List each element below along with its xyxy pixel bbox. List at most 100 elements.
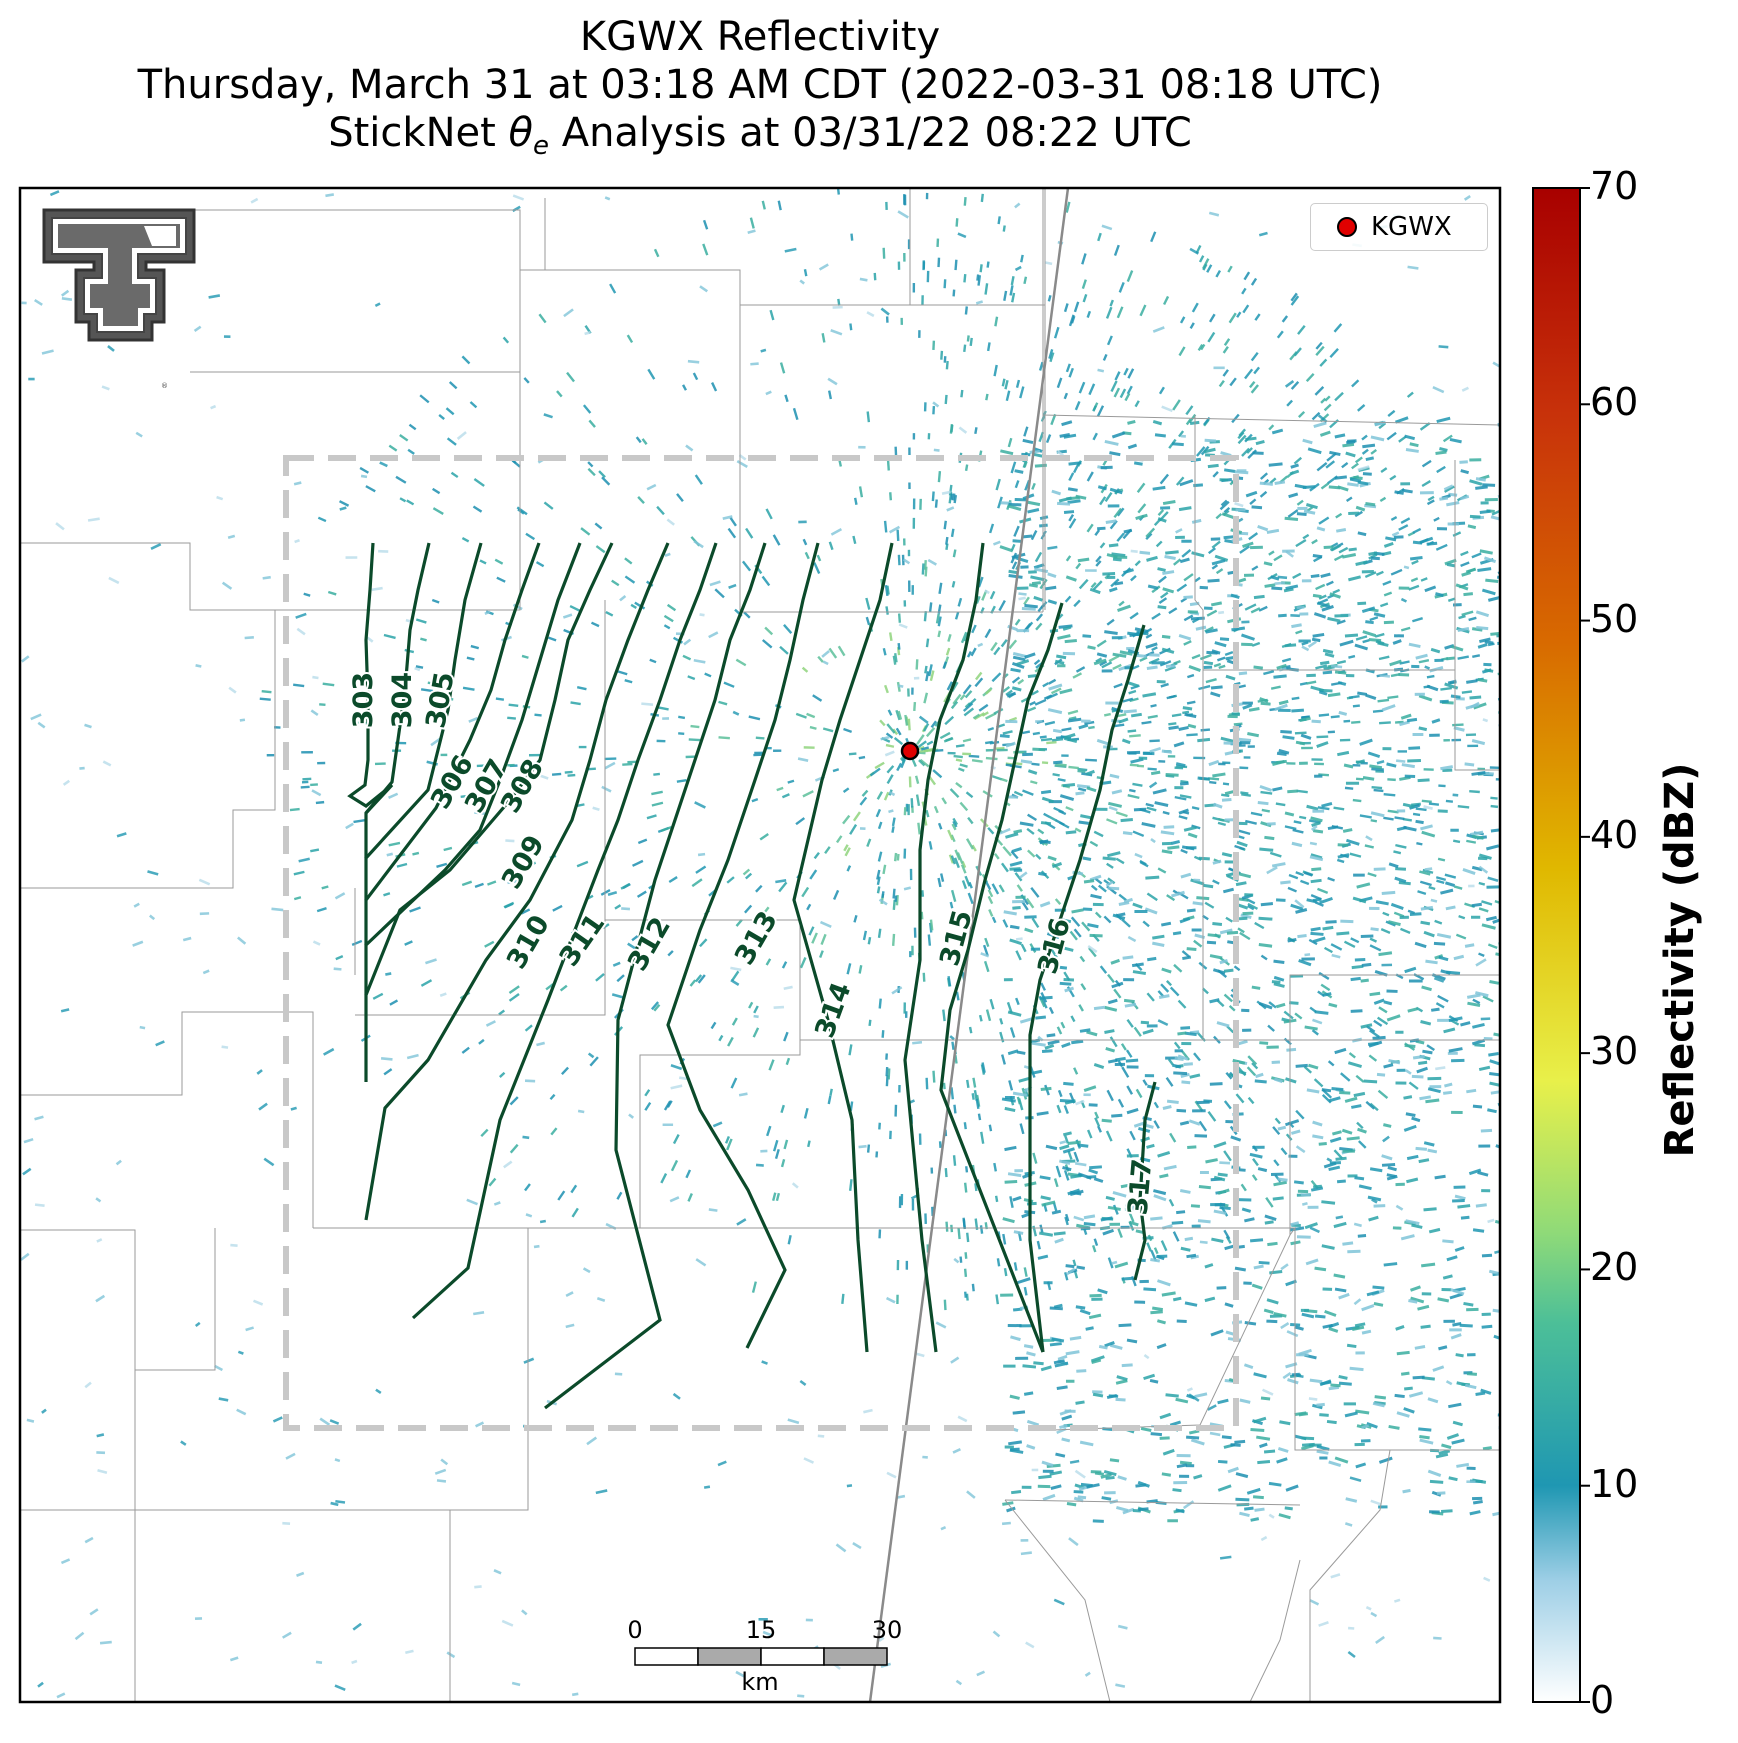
echo-gate	[985, 393, 989, 401]
echo-gate	[1097, 232, 1102, 242]
echo-gate	[1073, 1151, 1080, 1163]
echo-gate	[1438, 784, 1446, 788]
echo-gate	[1215, 269, 1222, 278]
echo-gate	[1009, 285, 1014, 296]
echo-gate	[538, 313, 547, 324]
echo-gate	[942, 661, 948, 670]
echo-gate	[1408, 584, 1420, 591]
echo-gate	[878, 998, 882, 1009]
echo-gate	[1053, 1178, 1059, 1188]
echo-gate	[999, 1018, 1004, 1025]
echo-gate	[1173, 1041, 1181, 1050]
echo-gate	[727, 527, 737, 539]
echo-gate	[953, 754, 963, 759]
echo-gate	[731, 1017, 738, 1026]
echo-gate	[819, 950, 824, 959]
echo-gate	[1421, 799, 1432, 804]
echo-gate	[1315, 583, 1326, 591]
echo-gate	[937, 630, 942, 638]
echo-gate	[351, 939, 363, 946]
echo-gate	[941, 797, 948, 805]
echo-gate	[1426, 1044, 1435, 1051]
echo-gate	[983, 960, 990, 973]
echo-gate	[1261, 808, 1271, 813]
echo-gate	[1457, 655, 1470, 660]
echo-gate	[923, 402, 927, 412]
echo-gate	[1126, 1018, 1134, 1028]
echo-gate	[919, 498, 922, 510]
echo-gate	[828, 647, 838, 659]
echo-gate	[951, 823, 957, 831]
echo-gate	[1455, 933, 1467, 940]
echo-gate	[1041, 761, 1049, 765]
echo-gate	[1301, 746, 1313, 750]
title-line-2: Thursday, March 31 at 03:18 AM CDT (2022…	[137, 62, 1383, 108]
echo-gate	[731, 970, 740, 982]
echo-gate	[545, 983, 554, 991]
echo-gate	[1336, 619, 1346, 625]
echo-gate	[567, 773, 576, 777]
echo-gate	[335, 955, 344, 961]
echo-gate	[1387, 778, 1396, 782]
echo-gate	[807, 1140, 811, 1148]
echo-gate	[821, 333, 826, 343]
echo-gate	[812, 694, 823, 702]
echo-gate	[438, 414, 445, 421]
echo-gate	[883, 520, 888, 533]
echo-gate	[761, 906, 770, 917]
echo-gate	[660, 1173, 668, 1184]
echo-gate	[1169, 1132, 1177, 1143]
echo-gate	[960, 864, 967, 874]
echo-gate	[894, 1104, 898, 1117]
echo-gate	[1155, 540, 1163, 548]
echo-gate	[900, 1194, 904, 1206]
echo-gate	[1116, 532, 1125, 542]
echo-gate	[1283, 1010, 1294, 1020]
echo-gate	[971, 758, 983, 763]
echo-gate	[1471, 552, 1482, 559]
echo-gate	[1005, 390, 1011, 402]
echo-gate	[317, 516, 327, 523]
echo-gate	[626, 334, 634, 344]
echo-gate	[672, 1134, 680, 1145]
echo-gate	[811, 932, 818, 944]
echo-gate	[955, 781, 963, 789]
echo-gate	[996, 748, 1008, 752]
echo-gate	[1302, 533, 1310, 540]
echo-gate	[1293, 347, 1302, 357]
echo-gate	[1461, 610, 1474, 617]
echo-gate	[1290, 295, 1300, 306]
echo-gate	[1040, 737, 1053, 742]
echo-gate	[559, 984, 568, 992]
echo-gate	[1311, 758, 1323, 761]
echo-gate	[1247, 1096, 1255, 1105]
scale-bar-tick-label: 0	[627, 1616, 643, 1644]
echo-gate	[1014, 618, 1021, 626]
echo-gate	[570, 1184, 578, 1194]
echo-gate	[1048, 1006, 1054, 1015]
echo-gate	[1080, 983, 1087, 991]
echo-gate	[415, 665, 424, 669]
echo-gate	[963, 707, 975, 717]
echo-gate	[1222, 345, 1229, 354]
echo-gate	[954, 611, 960, 620]
echo-gate	[924, 665, 928, 674]
echo-gate	[660, 825, 672, 833]
echo-gate	[460, 794, 469, 798]
colorbar-tick-label: 60	[1590, 380, 1639, 425]
echo-gate	[1207, 331, 1216, 343]
echo-gate	[1318, 971, 1330, 980]
echo-gate	[1231, 413, 1240, 424]
echo-gate	[876, 886, 881, 894]
echo-gate	[727, 1036, 734, 1047]
echo-gate	[993, 364, 998, 377]
echo-gate	[764, 626, 774, 636]
echo-gate	[889, 1130, 892, 1140]
echo-gate	[1442, 434, 1453, 443]
echo-gate	[1193, 939, 1203, 948]
echo-gate	[1095, 560, 1102, 567]
echo-gate	[1050, 948, 1058, 959]
echo-gate	[259, 697, 271, 701]
echo-gate	[668, 876, 678, 884]
echo-gate	[765, 508, 773, 520]
